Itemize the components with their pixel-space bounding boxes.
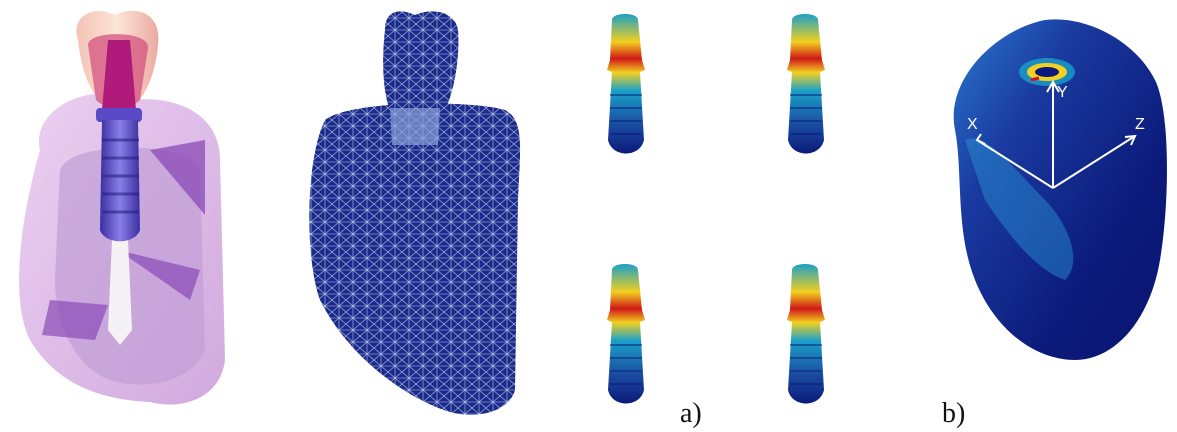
implant-bone-model [0,0,250,420]
axis-x-label: X [967,116,978,134]
axis-z-label: Z [1135,116,1145,134]
bone-stress-plot: X Y Z [935,0,1175,420]
implant-stress-1 [607,14,645,154]
axis-y-label: Y [1057,84,1068,102]
implant-stress-plots [590,0,870,420]
panel-b-label: b) [942,398,965,430]
panel-a-label: a) [680,398,702,430]
fe-mesh-model [290,0,540,420]
